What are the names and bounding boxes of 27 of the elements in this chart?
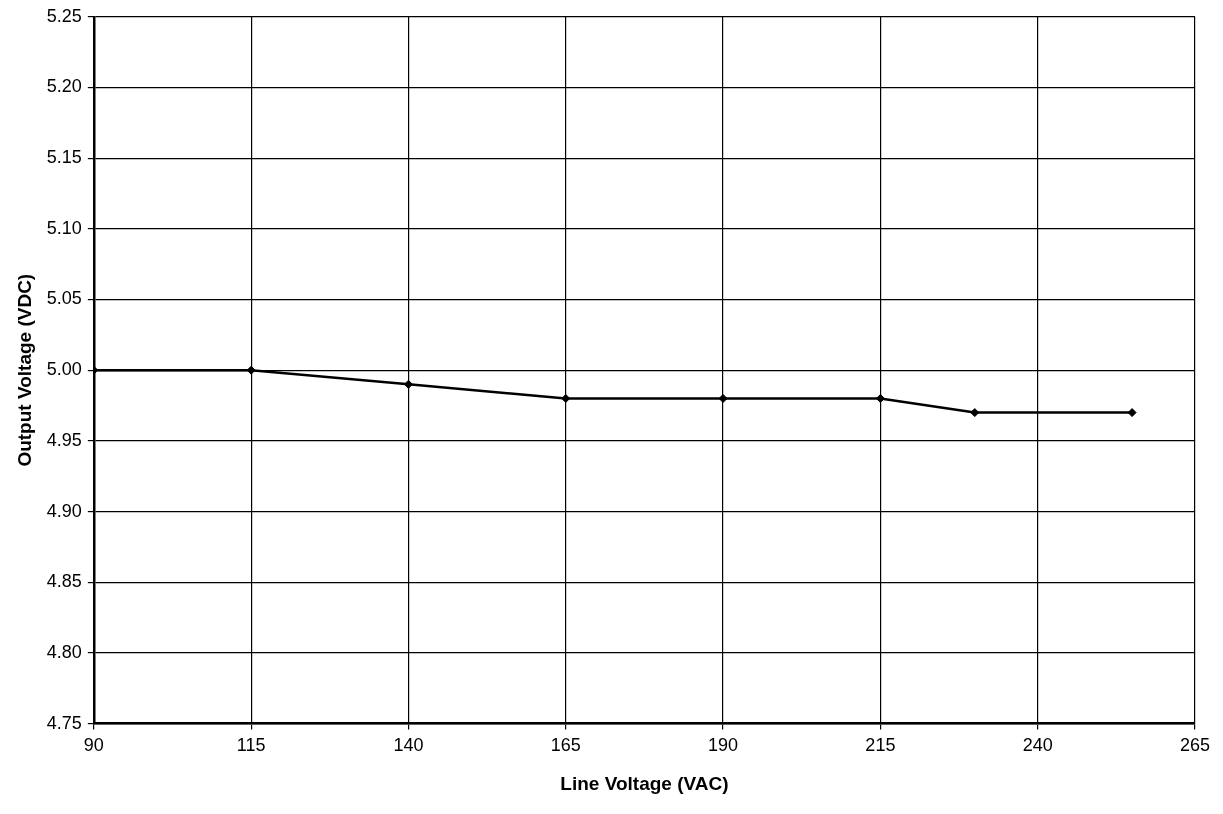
- point: [718, 393, 728, 403]
- y-tick-label: 4.85: [46, 571, 82, 592]
- x-tick-label: 115: [236, 735, 266, 756]
- point: [875, 393, 885, 403]
- x-tick-label: 215: [865, 735, 896, 756]
- y-tick-label: 5.05: [46, 288, 82, 309]
- y-tick-label: 5.25: [46, 5, 82, 26]
- y-axis-title: Output Voltage (VDC): [13, 273, 35, 467]
- point: [246, 365, 256, 375]
- y-tick-label: 5.20: [46, 76, 82, 97]
- y-tick-label: 4.95: [46, 429, 82, 450]
- x-tick-label: 265: [1179, 735, 1211, 756]
- x-tick-label: 90: [83, 735, 104, 756]
- x-axis-title: Line Voltage (VAC): [560, 772, 729, 794]
- y-tick-label: 4.80: [46, 641, 82, 662]
- point: [1127, 408, 1137, 418]
- point: [970, 408, 980, 418]
- y-tick-label: 5.00: [46, 359, 82, 380]
- x-tick-label: 140: [393, 735, 424, 756]
- point: [561, 393, 571, 403]
- x-tick-label: 240: [1022, 735, 1053, 756]
- y-tick-label: 5.10: [46, 217, 82, 238]
- x-tick-label: 190: [708, 735, 739, 756]
- y-tick-label: 4.75: [46, 712, 82, 733]
- y-tick-label: 5.15: [46, 147, 82, 168]
- y-tick-label: 4.90: [46, 500, 82, 521]
- x-tick-label: 165: [550, 735, 581, 756]
